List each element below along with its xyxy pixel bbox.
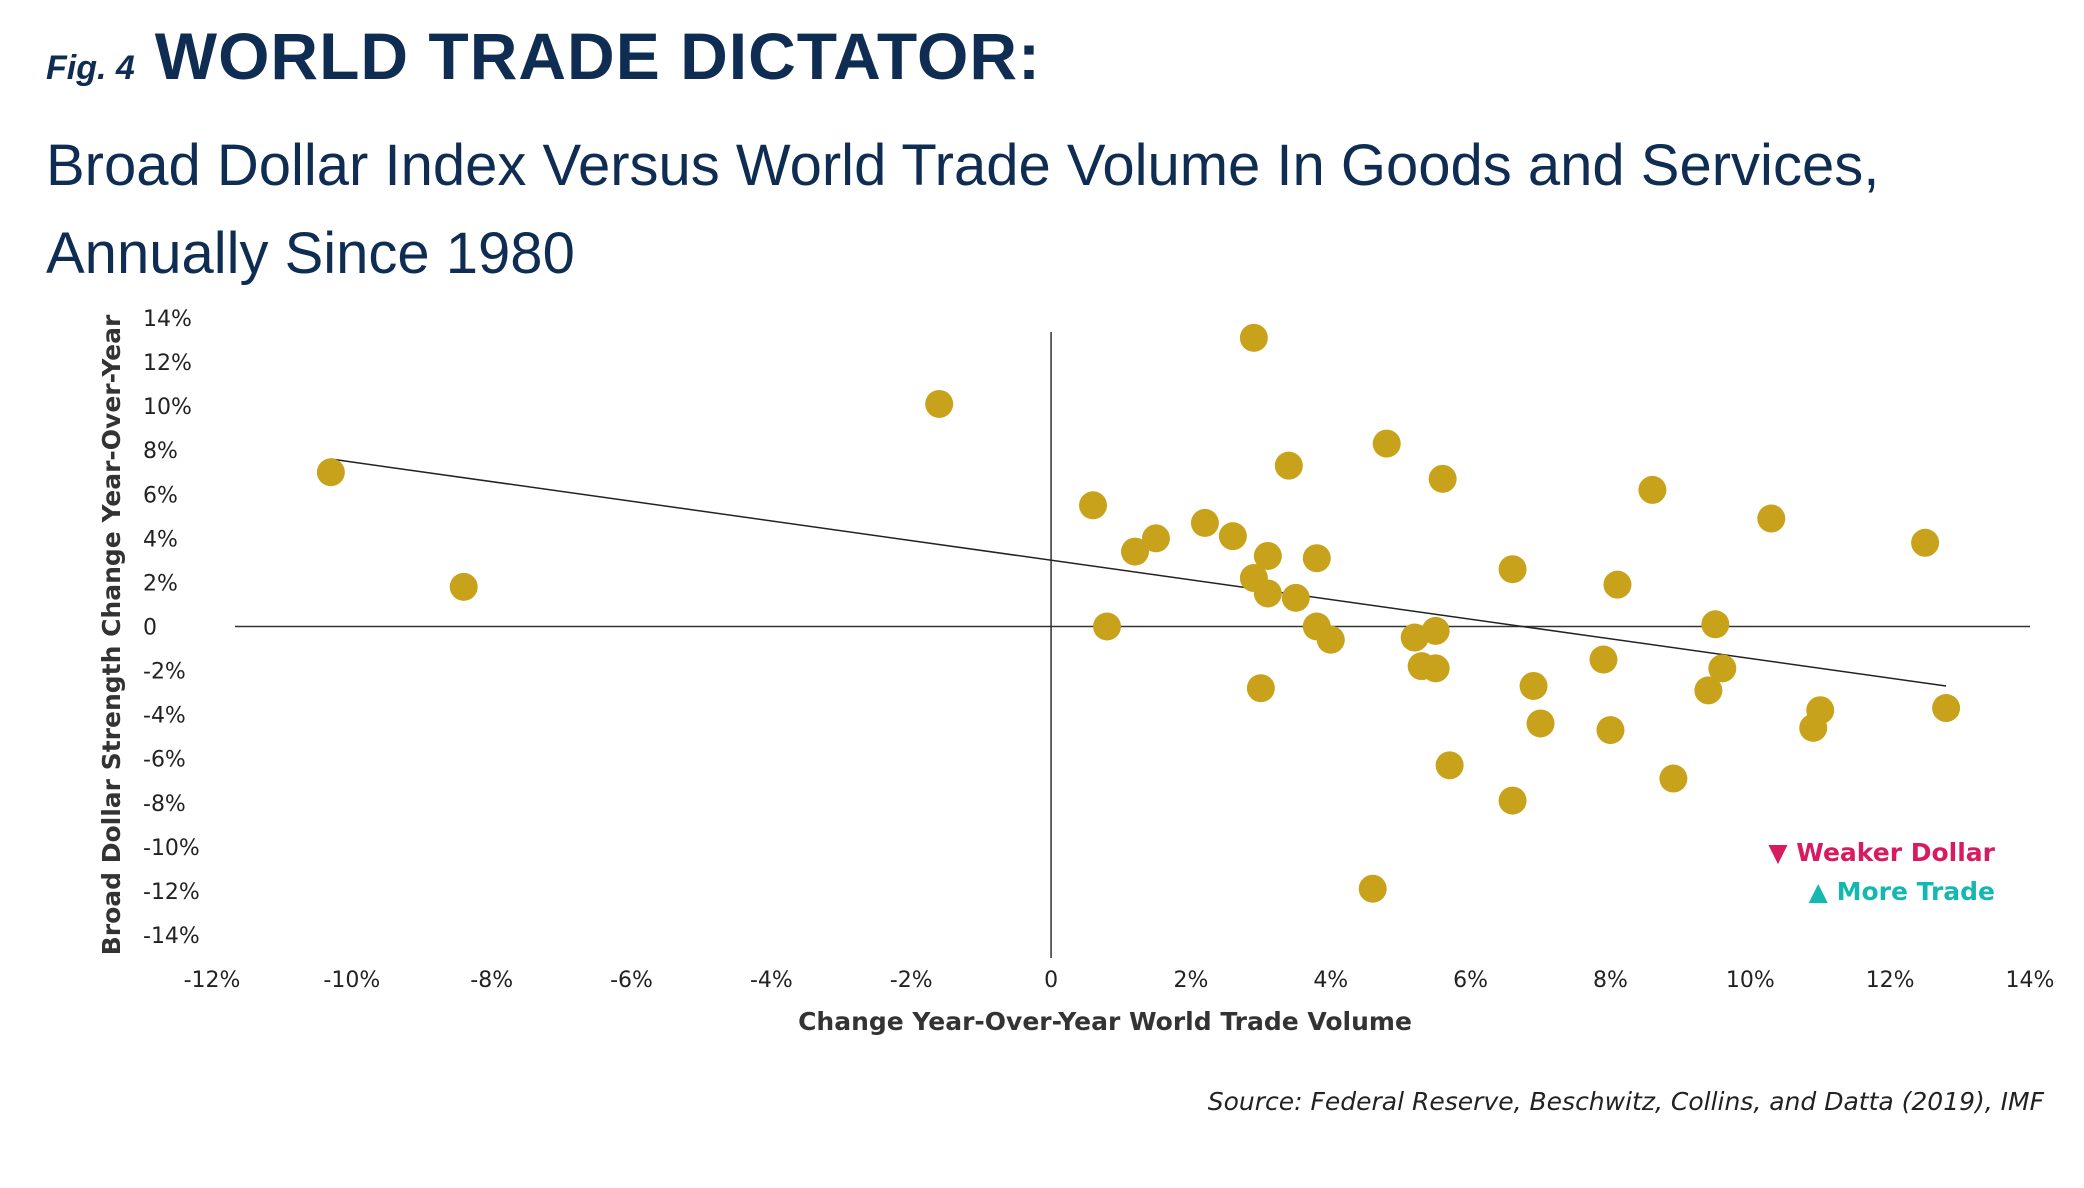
data-point-16 [1302, 544, 1331, 573]
trend-line [330, 458, 1947, 687]
data-point-39 [1757, 504, 1786, 533]
data-point-35 [1659, 764, 1688, 793]
data-point-1 [449, 572, 478, 601]
source-note: Source: Federal Reserve, Beschwitz, Coll… [1207, 1087, 2044, 1116]
data-point-41 [1806, 696, 1835, 725]
data-point-5 [1120, 537, 1149, 566]
data-point-19 [1358, 874, 1387, 903]
x-tick-label: 2% [1173, 968, 1208, 993]
y-tick-label: 12% [143, 351, 192, 376]
x-tick-label: 8% [1593, 968, 1628, 993]
data-point-3 [1079, 491, 1108, 520]
data-point-14 [1274, 451, 1303, 480]
x-tick-label: -4% [750, 968, 793, 993]
data-point-42 [1911, 528, 1940, 557]
data-point-27 [1498, 555, 1527, 584]
data-point-10 [1239, 323, 1268, 352]
more-trade-note: ▲ More Trade [1809, 877, 1995, 906]
figure-label: Fig. 4 [46, 49, 135, 87]
x-tick-label: 12% [1866, 968, 1915, 993]
x-tick-label: -2% [890, 968, 933, 993]
data-points [316, 323, 1961, 903]
x-tick-label: 0 [1044, 968, 1058, 993]
x-axis-title: Change Year-Over-Year World Trade Volume [798, 1007, 1412, 1036]
data-point-26 [1435, 751, 1464, 780]
x-tick-label: 14% [2006, 968, 2055, 993]
y-tick-label: 4% [143, 527, 178, 552]
y-tick-label: -14% [143, 924, 200, 949]
data-point-36 [1694, 676, 1723, 705]
axes [235, 332, 2030, 958]
data-point-13 [1253, 541, 1282, 570]
title-row: Fig. 4 WORLD TRADE DICTATOR: [46, 18, 1041, 94]
y-tick-label: 6% [143, 483, 178, 508]
y-tick-label: -12% [143, 880, 200, 905]
chart-title: WORLD TRADE DICTATOR: [154, 19, 1042, 93]
y-tick-label: 10% [143, 395, 192, 420]
weaker-dollar-note: ▼ Weaker Dollar [1768, 838, 1995, 867]
y-tick-label: -2% [143, 660, 186, 685]
chart-subtitle: Broad Dollar Index Versus World Trade Vo… [46, 133, 1880, 286]
data-point-23 [1421, 654, 1450, 683]
data-point-0 [316, 458, 345, 487]
x-tick-label: -6% [610, 968, 653, 993]
x-tick-label: -8% [470, 968, 513, 993]
data-point-38 [1708, 654, 1737, 683]
x-tick-label: 10% [1726, 968, 1775, 993]
y-tick-label: 2% [143, 571, 178, 596]
data-point-2 [925, 389, 954, 418]
data-point-31 [1589, 645, 1618, 674]
data-point-15 [1281, 583, 1310, 612]
data-point-30 [1526, 709, 1555, 738]
data-point-6 [1141, 524, 1170, 553]
x-tick-label: 4% [1313, 968, 1348, 993]
data-point-34 [1638, 475, 1667, 504]
y-tick-label: 0 [143, 616, 157, 641]
data-point-24 [1421, 616, 1450, 645]
x-tick-label: -10% [323, 968, 380, 993]
data-point-29 [1519, 671, 1548, 700]
y-tick-label: -8% [143, 792, 186, 817]
data-point-12 [1253, 579, 1282, 608]
y-axis-title: Broad Dollar Strength Change Year-Over-Y… [97, 314, 126, 955]
data-point-33 [1603, 570, 1632, 599]
y-tick-label: -4% [143, 704, 186, 729]
x-tick-label: 6% [1453, 968, 1488, 993]
data-point-4 [1093, 612, 1122, 641]
data-point-7 [1190, 508, 1219, 537]
data-point-32 [1596, 716, 1625, 745]
y-tick-label: -10% [143, 836, 200, 861]
data-point-43 [1932, 694, 1961, 723]
data-point-28 [1498, 786, 1527, 815]
trendline-layer [330, 458, 1947, 687]
data-point-25 [1428, 464, 1457, 493]
data-point-20 [1372, 429, 1401, 458]
data-point-11 [1246, 674, 1275, 703]
data-point-18 [1316, 625, 1345, 654]
tick-labels: -12% -10% -8% -6% -4% -2% 0 2% 4% 6% 8% 10% 12% 14% 14… [143, 307, 2054, 993]
y-tick-label: 14% [143, 307, 192, 332]
y-tick-label: 8% [143, 439, 178, 464]
data-point-37 [1701, 610, 1730, 639]
x-tick-label: -12% [184, 968, 241, 993]
y-tick-label: -6% [143, 748, 186, 773]
data-point-8 [1218, 522, 1247, 551]
